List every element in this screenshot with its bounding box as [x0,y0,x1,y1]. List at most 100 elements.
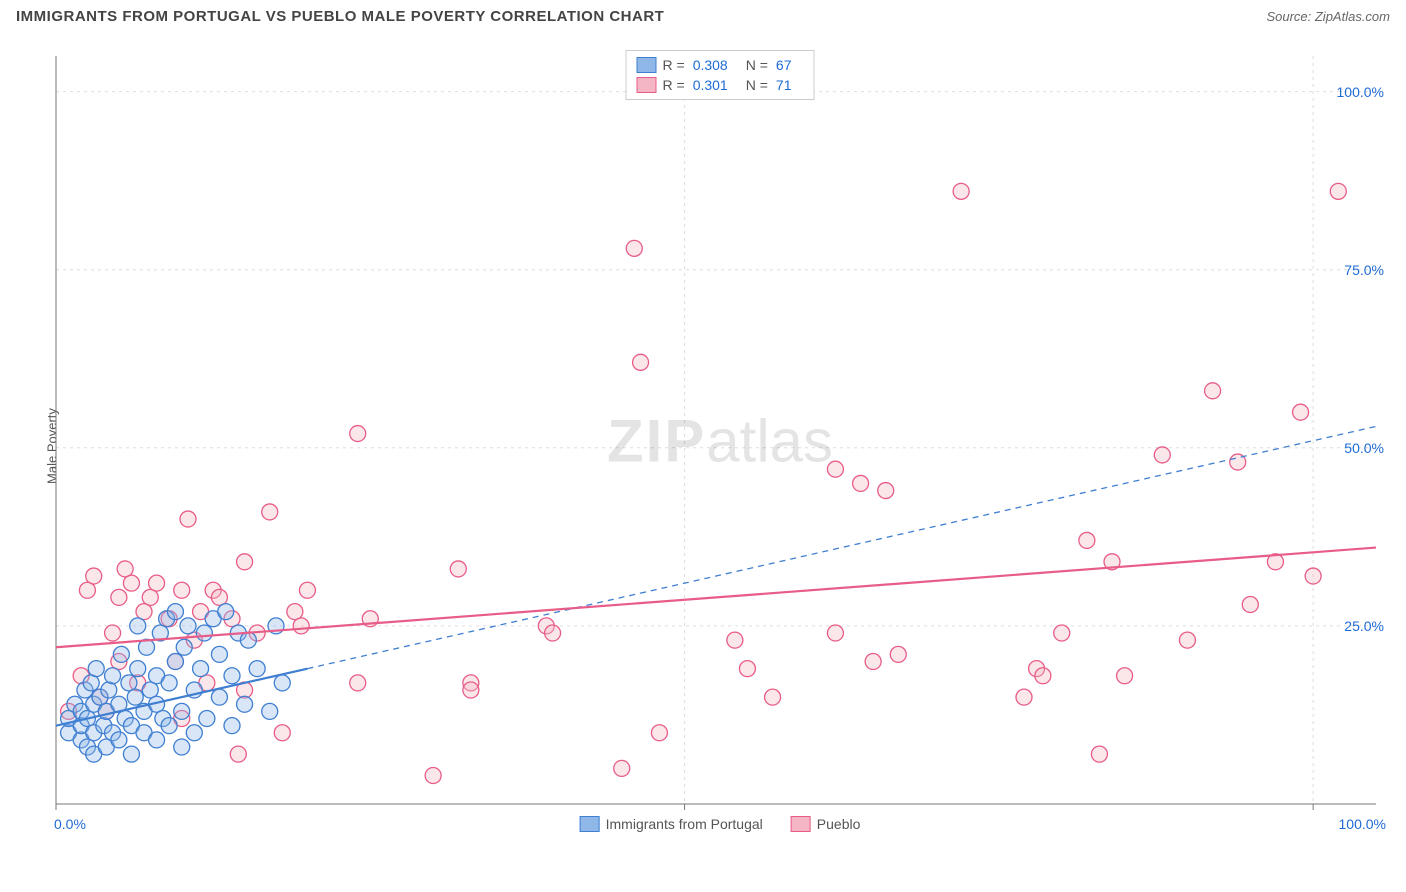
data-point [121,675,137,691]
data-point [350,675,366,691]
data-point [827,461,843,477]
data-point [350,426,366,442]
data-point [1079,532,1095,548]
legend-swatch-pueblo [637,77,657,93]
data-point [651,725,667,741]
data-point [111,589,127,605]
data-point [262,703,278,719]
data-point [149,732,165,748]
r-label: R = [663,77,685,93]
data-point [865,654,881,670]
n-value-pueblo: 71 [776,77,792,93]
data-point [293,618,309,634]
source-link[interactable]: ZipAtlas.com [1315,9,1390,24]
n-value-portugal: 67 [776,57,792,73]
data-point [890,646,906,662]
source-prefix: Source: [1266,9,1314,24]
data-point [86,568,102,584]
y-tick-label: 100.0% [1337,84,1384,100]
data-point [262,504,278,520]
y-tick-label: 25.0% [1344,618,1384,634]
data-point [953,183,969,199]
source-attribution: Source: ZipAtlas.com [1266,9,1390,24]
n-label: N = [746,77,768,93]
r-label: R = [663,57,685,73]
data-point [249,661,265,677]
data-point [136,604,152,620]
data-point [463,682,479,698]
data-point [186,725,202,741]
data-point [142,589,158,605]
legend-swatch-icon [580,816,600,832]
data-point [274,675,290,691]
data-point [450,561,466,577]
data-point [237,696,253,712]
data-point [218,604,234,620]
data-point [123,746,139,762]
scatter-plot-svg [50,46,1390,836]
data-point [211,646,227,662]
legend-stats-row-pueblo: R = 0.301 N = 71 [637,75,804,95]
legend-label-portugal: Immigrants from Portugal [606,816,763,832]
data-point [727,632,743,648]
plot-area: ZIPatlas R = 0.308 N = 67 R = 0.301 N = … [50,46,1390,836]
data-point [626,240,642,256]
data-point [1035,668,1051,684]
data-point [237,554,253,570]
data-point [167,604,183,620]
data-point [101,682,117,698]
legend-item-portugal: Immigrants from Portugal [580,816,763,832]
data-point [425,768,441,784]
data-point [79,582,95,598]
data-point [1054,625,1070,641]
data-point [633,354,649,370]
legend-series: Immigrants from Portugal Pueblo [580,816,861,832]
data-point [1205,383,1221,399]
y-tick-label: 50.0% [1344,440,1384,456]
data-point [878,483,894,499]
data-point [614,760,630,776]
data-point [827,625,843,641]
data-point [105,668,121,684]
data-point [240,632,256,648]
data-point [174,739,190,755]
data-point [230,746,246,762]
data-point [739,661,755,677]
data-point [765,689,781,705]
data-point [299,582,315,598]
data-point [1179,632,1195,648]
data-point [149,575,165,591]
data-point [180,618,196,634]
title-bar: IMMIGRANTS FROM PORTUGAL VS PUEBLO MALE … [0,0,1406,29]
data-point [130,618,146,634]
data-point [1154,447,1170,463]
legend-stats: R = 0.308 N = 67 R = 0.301 N = 71 [626,50,815,100]
x-tick-min: 0.0% [54,816,86,832]
data-point [117,561,133,577]
data-point [1293,404,1309,420]
data-point [176,639,192,655]
data-point [224,718,240,734]
legend-swatch-portugal [637,57,657,73]
n-label: N = [746,57,768,73]
data-point [161,718,177,734]
x-tick-max: 100.0% [1339,816,1386,832]
legend-swatch-icon [791,816,811,832]
r-value-pueblo: 0.301 [693,77,728,93]
data-point [105,625,121,641]
data-point [1305,568,1321,584]
data-point [199,711,215,727]
data-point [127,689,143,705]
data-point [1016,689,1032,705]
data-point [174,703,190,719]
data-point [83,675,99,691]
data-point [111,732,127,748]
data-point [1117,668,1133,684]
data-point [853,475,869,491]
legend-stats-row-portugal: R = 0.308 N = 67 [637,55,804,75]
data-point [88,661,104,677]
data-point [545,625,561,641]
data-point [1330,183,1346,199]
legend-item-pueblo: Pueblo [791,816,861,832]
data-point [130,661,146,677]
